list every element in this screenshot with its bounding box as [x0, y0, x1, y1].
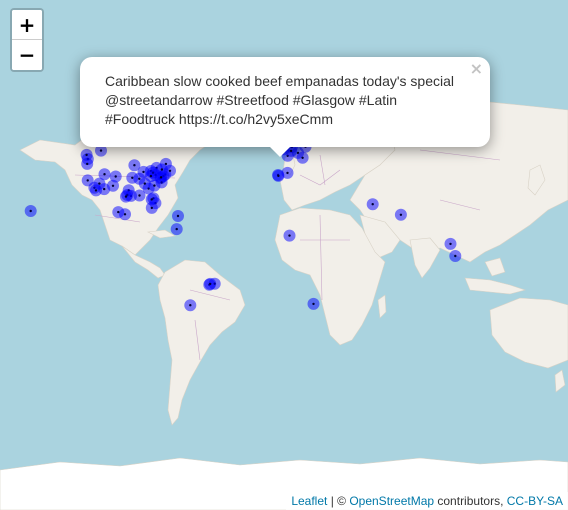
india [409, 237, 441, 279]
indonesia [464, 277, 527, 295]
markers [24, 131, 462, 312]
leaflet-link[interactable]: Leaflet [291, 494, 328, 508]
australia [489, 297, 568, 369]
attribution: Leaflet | © OpenStreetMap contributors, … [286, 492, 568, 510]
new-zealand [554, 369, 566, 393]
marker-center [29, 209, 32, 213]
marker-center [301, 156, 304, 159]
marker-center [286, 171, 289, 175]
zoom-in-button[interactable]: + [12, 10, 42, 40]
popup: × Caribbean slow cooked beef empanadas t… [80, 57, 490, 157]
marker-center [164, 162, 168, 166]
attribution-separator: | © [327, 494, 350, 508]
marker-center [189, 304, 192, 307]
borneo [484, 257, 506, 277]
zoom-control: + − [10, 8, 44, 72]
marker-center [209, 282, 212, 286]
marker-center [131, 176, 134, 179]
marker-center [114, 175, 117, 178]
marker-center [142, 170, 145, 174]
marker-center [149, 174, 153, 178]
marker-center [150, 206, 153, 210]
south-america [157, 259, 246, 426]
marker-center [123, 213, 127, 216]
marker-center [449, 242, 452, 246]
marker-center [117, 210, 120, 214]
border-us-mexico [94, 214, 141, 223]
marker-center [399, 213, 403, 216]
marker-center [86, 162, 89, 166]
marker-center [98, 182, 101, 185]
marker-center [160, 168, 164, 171]
popup-close-button[interactable]: × [469, 59, 483, 78]
marker-center [86, 179, 89, 182]
marker-center [168, 169, 172, 172]
border-africa [300, 214, 350, 301]
marker-center [85, 153, 88, 157]
osm-link[interactable]: OpenStreetMap [349, 494, 435, 508]
japan [527, 164, 546, 196]
marker-center [312, 302, 315, 306]
border-asia [419, 149, 501, 211]
marker-center [153, 184, 156, 187]
marker-center [103, 173, 106, 176]
marker-center [138, 194, 141, 197]
africa [274, 207, 386, 346]
marker-center [176, 214, 180, 218]
cuba [146, 229, 176, 239]
marker-center [159, 176, 163, 179]
zoom-out-button[interactable]: − [12, 40, 42, 70]
marker-center [150, 198, 153, 201]
marker-center [124, 195, 128, 198]
border-south-america [189, 289, 231, 361]
attribution-contributors: contributors, [434, 494, 507, 508]
marker-center [103, 187, 106, 191]
marker-center [138, 177, 141, 180]
marker-center [277, 174, 280, 178]
marker-center [288, 234, 291, 237]
popup-text: Caribbean slow cooked beef empanadas tod… [105, 73, 455, 127]
marker-center [289, 149, 293, 153]
marker-center [175, 227, 178, 231]
license-link[interactable]: CC-BY-SA [506, 494, 563, 508]
marker-center [143, 182, 146, 185]
border-europe [299, 154, 341, 186]
marker-center [371, 203, 374, 206]
marker-center [99, 149, 103, 152]
marker-center [133, 164, 136, 167]
marker-center [94, 189, 98, 192]
madagascar [377, 294, 387, 319]
marker-center [111, 184, 115, 187]
marker-center [454, 254, 457, 258]
popup-tip [270, 147, 290, 157]
